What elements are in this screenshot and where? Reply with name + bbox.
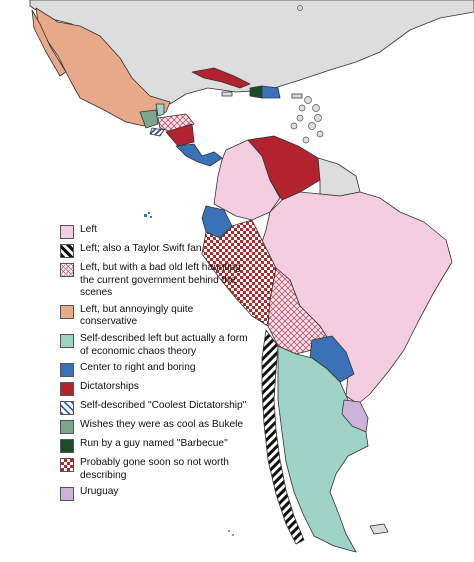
legend-swatch xyxy=(60,487,74,502)
map-legend: Left Left; also a Taylor Swift fan Left,… xyxy=(60,224,250,505)
cuba-region xyxy=(191,67,251,89)
haiti-region xyxy=(249,85,263,99)
puerto-rico-region xyxy=(291,93,303,99)
nicaragua-region xyxy=(165,123,195,147)
galapagos-islet xyxy=(148,212,150,214)
offshore-islet xyxy=(232,534,234,536)
legend-label: Dictatorships xyxy=(80,381,139,393)
legend-swatch xyxy=(60,263,74,277)
legend-label: Left, but with a bad old left haunting t… xyxy=(80,262,241,299)
legend-swatch xyxy=(60,363,74,378)
legend-item-taylor-swift: Left; also a Taylor Swift fan xyxy=(60,243,250,258)
legend-swatch xyxy=(60,333,74,348)
legend-label: Left xyxy=(80,224,97,235)
legend-swatch xyxy=(60,401,74,416)
legend-swatch xyxy=(60,420,74,435)
caribbean-islet xyxy=(312,104,320,112)
uruguay-region xyxy=(341,399,369,433)
legend-label: Wishes they were as cool as Bukele xyxy=(80,419,244,431)
chile-region xyxy=(261,329,305,545)
legend-swatch xyxy=(60,439,74,454)
caribbean-islet xyxy=(304,96,312,104)
legend-item-conservative-left: Left, but annoyingly quite conservative xyxy=(60,304,250,329)
caribbean-islet xyxy=(296,114,304,122)
legend-label: Self-described left but actually a form … xyxy=(80,332,248,357)
legend-swatch xyxy=(60,244,74,258)
galapagos-islet xyxy=(150,216,152,218)
legend-label: Probably gone soon so not worth describi… xyxy=(80,457,229,481)
legend-label: Uruguay xyxy=(80,486,119,498)
legend-item-uruguay: Uruguay xyxy=(60,486,250,502)
legend-item-coolest-dictatorship: Self-described "Coolest Dictatorship" xyxy=(60,400,250,416)
baja-california-region xyxy=(31,9,67,77)
legend-swatch xyxy=(60,382,74,397)
legend-item-bukele-wannabe: Wishes they were as cool as Bukele xyxy=(60,419,250,435)
el-salvador-region xyxy=(149,127,165,137)
galapagos-islet xyxy=(144,214,147,217)
legend-swatch xyxy=(60,458,74,473)
legend-label: Center to right and boring xyxy=(80,362,196,374)
legend-item-gone-soon: Probably gone soon so not worth describi… xyxy=(60,457,250,482)
caribbean-islet xyxy=(290,122,298,130)
caribbean-islet xyxy=(298,104,306,112)
legend-swatch xyxy=(60,304,74,319)
dominican-republic-region xyxy=(261,85,281,99)
legend-item-center-right: Center to right and boring xyxy=(60,362,250,378)
guatemala-region xyxy=(139,109,159,129)
venezuela-region xyxy=(247,135,321,201)
costa-rica-panama-region xyxy=(175,143,223,167)
caribbean-islet xyxy=(302,136,310,144)
jamaica-region xyxy=(221,91,233,97)
caribbean-islet xyxy=(297,5,303,11)
legend-item-left: Left xyxy=(60,224,250,239)
argentina-region xyxy=(277,345,369,553)
guianas-region xyxy=(317,157,361,197)
legend-item-bad-old-left: Left, but with a bad old left haunting t… xyxy=(60,262,250,300)
offshore-islet xyxy=(228,530,230,532)
legend-item-barbecue: Run by a guy named "Barbecue" xyxy=(60,438,250,454)
falklands-region xyxy=(369,523,389,535)
legend-label: Run by a guy named "Barbecue" xyxy=(80,438,228,450)
legend-item-dictatorships: Dictatorships xyxy=(60,381,250,397)
caribbean-islet xyxy=(308,122,316,130)
legend-label: Left, but annoyingly quite conservative xyxy=(80,303,194,328)
legend-label: Self-described "Coolest Dictatorship" xyxy=(80,400,247,412)
legend-item-chaos-theory: Self-described left but actually a form … xyxy=(60,333,250,358)
caribbean-islet xyxy=(316,130,324,138)
belize-region xyxy=(155,103,165,117)
legend-swatch xyxy=(60,225,74,239)
caribbean-islet xyxy=(314,114,322,122)
legend-label: Left; also a Taylor Swift fan xyxy=(80,243,202,254)
